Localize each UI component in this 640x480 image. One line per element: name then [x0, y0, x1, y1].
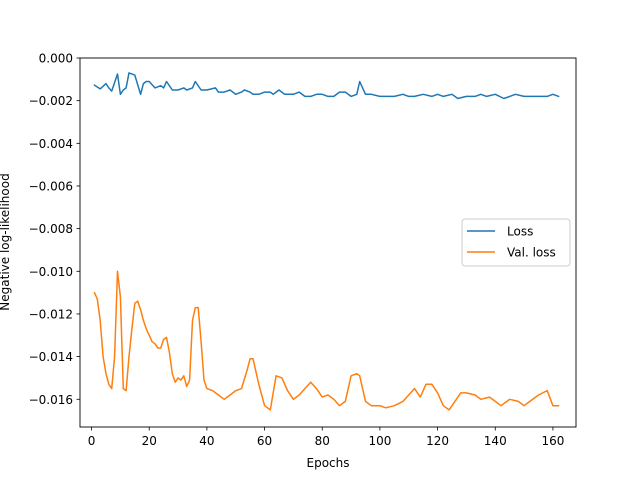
y-tick-label: −0.006	[29, 179, 73, 193]
plot-frame	[79, 57, 577, 428]
x-tick-label: 0	[88, 434, 96, 448]
y-tick-label: 0.000	[39, 52, 73, 66]
series-line-loss	[93, 72, 560, 100]
y-tick-label: −0.012	[29, 307, 73, 321]
legend-label-val-loss: Val. loss	[507, 246, 556, 260]
x-tick-label: 100	[368, 434, 391, 448]
x-axis-ticks: 0 20 40 60 80 100 120 140 160	[88, 427, 564, 448]
y-axis-label: Negative log-likelihood	[0, 173, 12, 310]
y-tick-label: −0.016	[29, 393, 73, 407]
y-tick-label: −0.008	[29, 222, 73, 236]
y-tick-label: −0.014	[29, 350, 73, 364]
y-tick-label: −0.002	[29, 94, 73, 108]
y-axis-ticks: 0.000 −0.002 −0.004 −0.006 −0.008 −0.010 −0.01…	[29, 52, 80, 407]
y-tick-label: −0.010	[29, 265, 73, 279]
x-tick-label: 140	[484, 434, 507, 448]
x-tick-label: 120	[426, 434, 449, 448]
x-axis-label: Epochs	[307, 456, 350, 470]
legend-label-loss: Loss	[507, 225, 533, 239]
series-layer	[93, 72, 560, 411]
legend: Loss Val. loss	[461, 218, 571, 267]
series-line-val-loss	[93, 270, 560, 411]
x-tick-label: 20	[142, 434, 157, 448]
x-tick-label: 60	[257, 434, 272, 448]
x-tick-label: 40	[199, 434, 214, 448]
x-tick-label: 80	[315, 434, 330, 448]
x-tick-label: 160	[541, 434, 564, 448]
y-tick-label: −0.004	[29, 137, 73, 151]
